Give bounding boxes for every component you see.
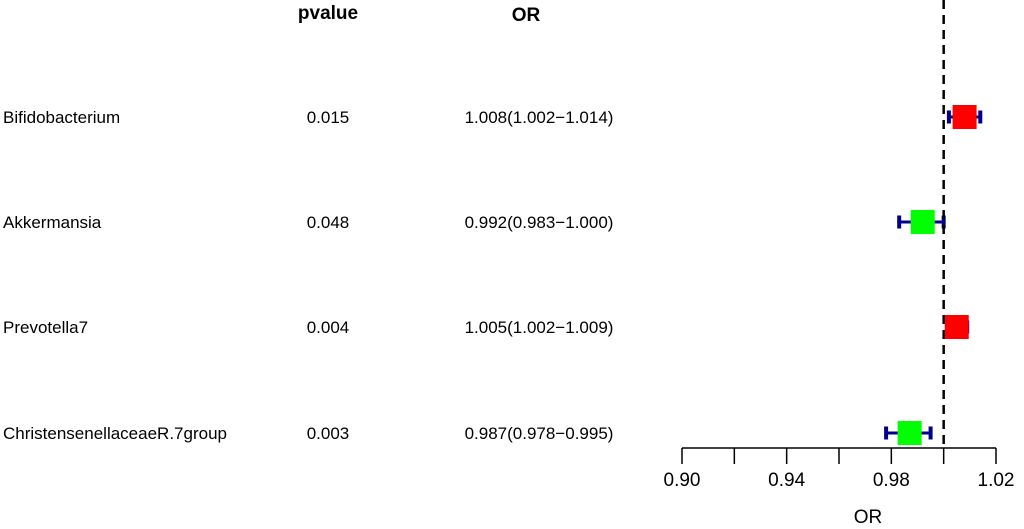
- or-point-box: [944, 315, 969, 339]
- row-pvalue-label: 0.048: [307, 213, 350, 232]
- or-point-box: [897, 421, 922, 445]
- or-point-box: [952, 105, 977, 129]
- row-or-label: 0.987(0.978−0.995): [465, 424, 614, 443]
- row-or-label: 1.005(1.002−1.009): [465, 318, 614, 337]
- plot-area: [884, 0, 983, 448]
- x-tick-label: 0.98: [873, 470, 910, 491]
- row-pvalue-label: 0.003: [307, 424, 350, 443]
- x-tick-label: 0.90: [664, 470, 701, 491]
- row-pvalue-label: 0.004: [307, 318, 350, 337]
- x-tick-label: 0.94: [768, 470, 805, 491]
- row-pvalue-label: 0.015: [307, 108, 350, 127]
- or-column-header: OR: [512, 5, 541, 26]
- x-tick-label: 1.02: [978, 470, 1015, 491]
- table-rows: Bifidobacterium 0.015 1.008(1.002−1.014) Ak…: [3, 108, 613, 443]
- or-point-box: [910, 210, 935, 234]
- row-name-label: ChristensenellaceaeR.7group: [3, 424, 227, 443]
- row-name-label: Akkermansia: [3, 213, 102, 232]
- row-or-label: 1.008(1.002−1.014): [465, 108, 614, 127]
- pvalue-column-header: pvalue: [298, 3, 358, 24]
- row-or-label: 0.992(0.983−1.000): [465, 213, 614, 232]
- x-axis-title: OR: [854, 507, 883, 528]
- row-name-label: Bifidobacterium: [3, 108, 120, 127]
- row-name-label: Prevotella7: [3, 318, 88, 337]
- x-axis: 0.90 0.94 0.98 1.02: [664, 447, 1015, 491]
